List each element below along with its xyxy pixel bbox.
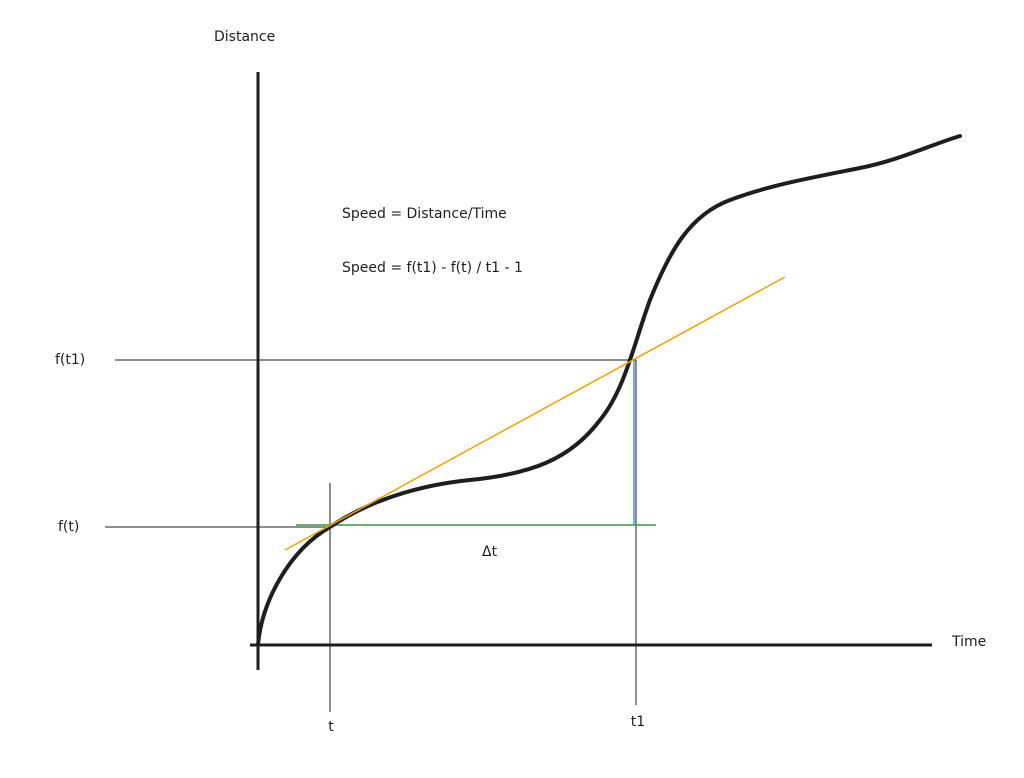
interval-label: Δt xyxy=(482,544,498,560)
y-marker-label: f(t) xyxy=(58,519,79,535)
distance-curve xyxy=(256,134,962,647)
y-marker-label: f(t1) xyxy=(55,352,85,368)
x-marker-label: t xyxy=(328,719,334,735)
formula: Speed = Distance/Time xyxy=(342,206,507,222)
y-axis-label: Distance xyxy=(214,29,275,45)
x-marker-label: t1 xyxy=(631,714,645,730)
formula: Speed = f(t1) - f(t) / t1 - 1 xyxy=(342,260,523,276)
x-axis-label: Time xyxy=(951,634,986,650)
secant-line xyxy=(284,276,786,551)
